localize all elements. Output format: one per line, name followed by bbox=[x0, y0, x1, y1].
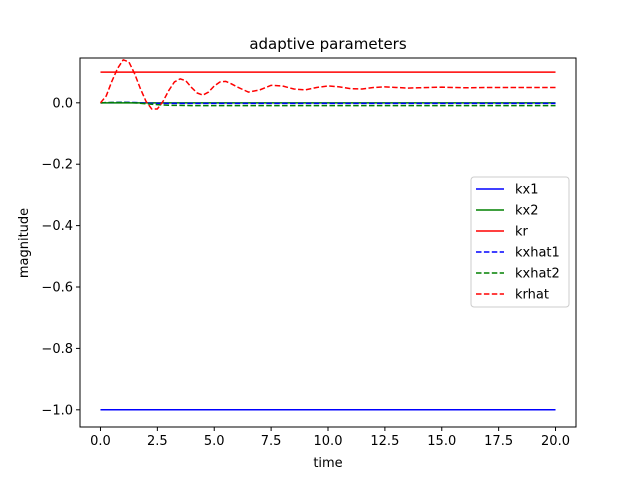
y-axis-ticks: 0.0 −0.2 −0.4 −0.6 −0.8 −1.0 bbox=[41, 96, 80, 418]
y-tick-label: −0.2 bbox=[41, 158, 73, 173]
legend-label-kxhat1: kxhat1 bbox=[515, 246, 560, 261]
y-tick-label: −0.8 bbox=[41, 342, 73, 357]
x-tick-label: 0.0 bbox=[90, 434, 111, 449]
x-axis-ticks: 0.0 2.5 5.0 7.5 10.0 12.5 15.0 17.5 20.0 bbox=[90, 427, 570, 449]
legend-label-kxhat2: kxhat2 bbox=[515, 267, 560, 282]
y-tick-label: 0.0 bbox=[52, 96, 73, 111]
chart-title: adaptive parameters bbox=[249, 35, 407, 53]
x-tick-label: 12.5 bbox=[370, 434, 399, 449]
series-line-krhat bbox=[99, 59, 556, 110]
x-tick-label: 5.0 bbox=[204, 434, 225, 449]
x-axis-label: time bbox=[313, 456, 342, 471]
plot-lines bbox=[99, 59, 556, 411]
x-tick-label: 17.5 bbox=[484, 434, 513, 449]
x-tick-label: 15.0 bbox=[427, 434, 456, 449]
legend-label-krhat: krhat bbox=[515, 288, 549, 303]
legend-label-kx1: kx1 bbox=[515, 183, 539, 198]
legend-label-kx2: kx2 bbox=[515, 204, 539, 219]
y-tick-label: −0.4 bbox=[41, 219, 73, 234]
y-tick-label: −1.0 bbox=[41, 403, 73, 418]
x-tick-label: 7.5 bbox=[261, 434, 282, 449]
x-tick-label: 20.0 bbox=[541, 434, 570, 449]
legend-label-kr: kr bbox=[515, 225, 529, 240]
series-line-kxhat2 bbox=[100, 101, 556, 107]
legend: kx1 kx2 kr kxhat1 kxhat2 krhat bbox=[470, 176, 570, 308]
x-tick-label: 2.5 bbox=[147, 434, 168, 449]
y-axis-label: magnitude bbox=[17, 208, 32, 278]
x-tick-label: 10.0 bbox=[314, 434, 343, 449]
y-tick-label: −0.6 bbox=[41, 281, 73, 296]
